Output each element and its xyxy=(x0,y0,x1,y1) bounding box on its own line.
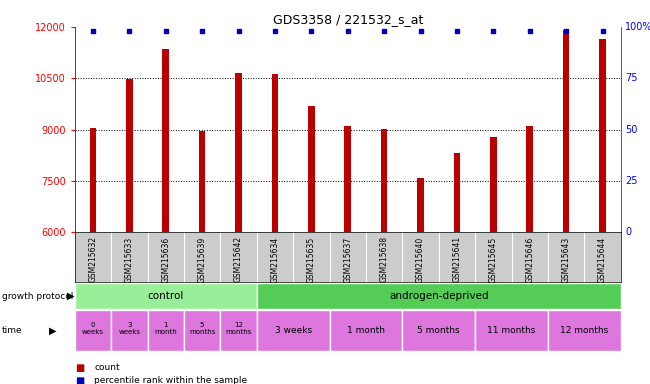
Bar xyxy=(402,310,475,351)
Text: 0: 0 xyxy=(625,227,631,237)
Bar xyxy=(599,39,606,232)
Bar xyxy=(344,126,351,232)
Bar xyxy=(257,283,621,309)
Text: 12
months: 12 months xyxy=(226,322,252,335)
Text: control: control xyxy=(148,291,184,301)
Text: GSM215635: GSM215635 xyxy=(307,236,316,283)
Text: 11 months: 11 months xyxy=(488,326,536,335)
Bar xyxy=(381,129,387,232)
Bar xyxy=(454,152,460,232)
Bar xyxy=(235,73,242,232)
Text: growth protocol: growth protocol xyxy=(2,291,73,301)
Bar xyxy=(148,310,184,351)
Text: 75: 75 xyxy=(625,73,638,83)
Bar xyxy=(162,49,169,232)
Bar xyxy=(184,310,220,351)
Bar xyxy=(330,310,402,351)
Text: ▶: ▶ xyxy=(67,291,75,301)
Text: GSM215642: GSM215642 xyxy=(234,236,243,283)
Text: GSM215643: GSM215643 xyxy=(562,236,571,283)
Text: 0
weeks: 0 weeks xyxy=(82,322,104,335)
Title: GDS3358 / 221532_s_at: GDS3358 / 221532_s_at xyxy=(272,13,423,26)
Bar xyxy=(272,74,278,232)
Bar xyxy=(75,283,257,309)
Bar xyxy=(75,310,111,351)
Text: GSM215634: GSM215634 xyxy=(270,236,280,283)
Bar xyxy=(563,30,569,232)
Bar xyxy=(90,128,96,232)
Bar xyxy=(257,310,330,351)
Text: ■: ■ xyxy=(75,376,84,384)
Text: 100%: 100% xyxy=(625,22,650,32)
Text: 3 weeks: 3 weeks xyxy=(274,326,312,335)
Text: GSM215637: GSM215637 xyxy=(343,236,352,283)
Text: GSM215632: GSM215632 xyxy=(88,236,98,283)
Text: ▶: ▶ xyxy=(49,326,57,336)
Text: GSM215633: GSM215633 xyxy=(125,236,134,283)
Text: ■: ■ xyxy=(75,363,84,373)
Bar xyxy=(220,310,257,351)
Bar xyxy=(417,178,424,232)
Text: GSM215639: GSM215639 xyxy=(198,236,207,283)
Text: percentile rank within the sample: percentile rank within the sample xyxy=(94,376,248,384)
Text: 25: 25 xyxy=(625,176,638,186)
Text: 1 month: 1 month xyxy=(347,326,385,335)
Bar xyxy=(475,310,548,351)
Bar xyxy=(111,310,148,351)
Text: GSM215646: GSM215646 xyxy=(525,236,534,283)
Text: count: count xyxy=(94,363,120,372)
Bar xyxy=(308,106,315,232)
Bar xyxy=(126,79,133,232)
Text: GSM215641: GSM215641 xyxy=(452,236,462,283)
Text: GSM215645: GSM215645 xyxy=(489,236,498,283)
Text: GSM215636: GSM215636 xyxy=(161,236,170,283)
Bar xyxy=(490,137,497,232)
Text: 5 months: 5 months xyxy=(417,326,460,335)
Text: androgen-deprived: androgen-deprived xyxy=(389,291,489,301)
Text: 50: 50 xyxy=(625,124,637,135)
Bar xyxy=(526,126,533,232)
Text: time: time xyxy=(2,326,23,335)
Bar xyxy=(548,310,621,351)
Text: GSM215644: GSM215644 xyxy=(598,236,607,283)
Text: GSM215640: GSM215640 xyxy=(416,236,425,283)
Text: GSM215638: GSM215638 xyxy=(380,236,389,283)
Bar xyxy=(199,131,205,232)
Text: 5
months: 5 months xyxy=(189,322,215,335)
Text: 3
weeks: 3 weeks xyxy=(118,322,140,335)
Text: 1
month: 1 month xyxy=(155,322,177,335)
Text: 12 months: 12 months xyxy=(560,326,608,335)
